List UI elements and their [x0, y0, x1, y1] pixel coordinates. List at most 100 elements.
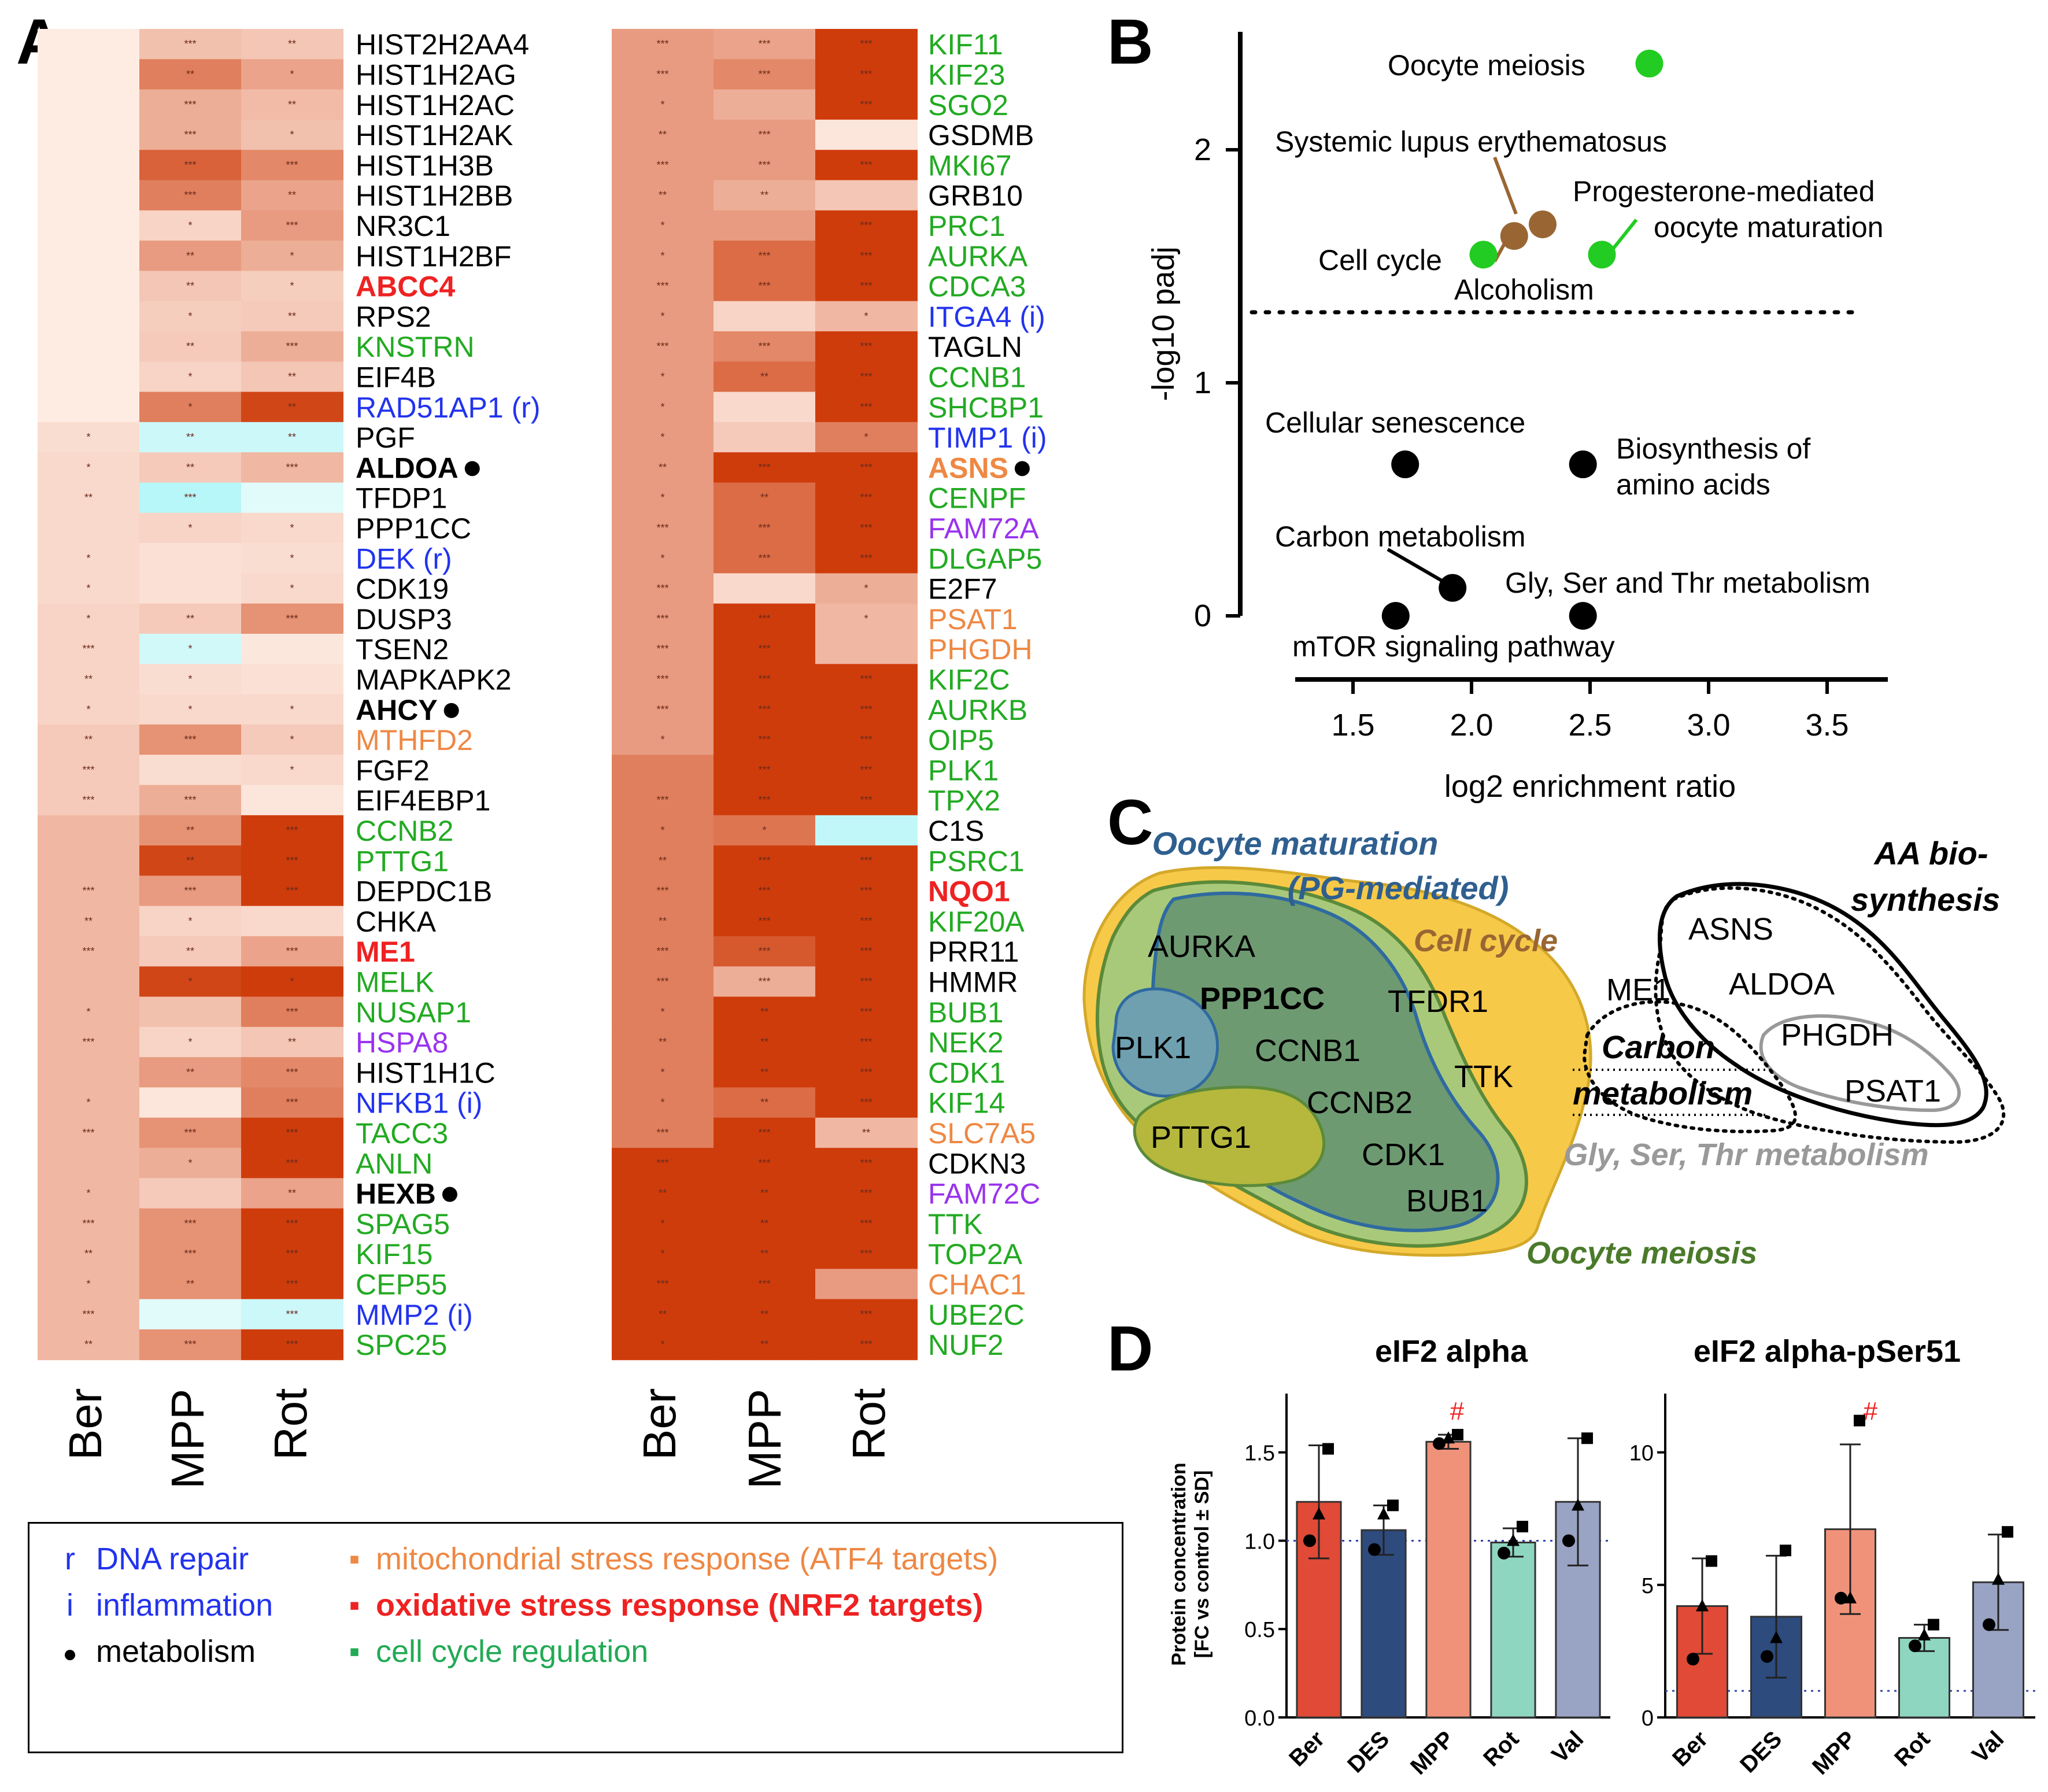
- left-cell: [139, 573, 242, 604]
- left-significance: *: [188, 673, 192, 685]
- d2-x-label: Rot: [1890, 1726, 1935, 1771]
- left-significance: ***: [184, 492, 196, 504]
- carbon-metabolism-outline: [1654, 886, 2006, 1144]
- right-cell: [714, 210, 816, 242]
- d1-data-point: [1377, 1507, 1390, 1520]
- left-cell: [139, 996, 242, 1028]
- right-significance: *: [660, 1066, 664, 1078]
- left-cell: [241, 271, 343, 302]
- d1-data-point: [1507, 1534, 1520, 1546]
- gene-pttg1: PTTG1: [1151, 1120, 1251, 1155]
- left-significance: ***: [184, 1127, 196, 1139]
- d-chart1-title: eIF2 alpha: [1375, 1334, 1528, 1369]
- right-significance: ***: [860, 945, 872, 957]
- left-cell: [38, 755, 140, 786]
- left-significance: ***: [286, 825, 298, 836]
- right-significance: **: [659, 190, 667, 201]
- left-cell: [139, 452, 242, 483]
- d2-data-point: [1983, 1618, 1995, 1631]
- right-gene-label: TOP2A: [928, 1238, 1023, 1270]
- left-cell: [38, 1239, 140, 1270]
- left-cell: [139, 512, 242, 544]
- left-cell: [38, 331, 140, 363]
- metabolism-dot-icon: [1014, 461, 1030, 476]
- right-significance: ***: [860, 461, 872, 473]
- left-significance: ***: [184, 795, 196, 806]
- right-cell: [714, 361, 816, 393]
- right-significance: ***: [656, 1278, 668, 1289]
- right-cell: [815, 180, 918, 211]
- right-gene-label: TPX2: [928, 785, 1000, 817]
- left-cell: [38, 452, 140, 483]
- right-cell: [714, 755, 816, 786]
- left-significance: *: [188, 1157, 192, 1169]
- right-cell: [612, 210, 714, 242]
- left-significance: *: [290, 704, 294, 715]
- right-significance: **: [760, 492, 768, 504]
- right-cell: [714, 906, 816, 937]
- left-cell: [38, 634, 140, 665]
- right-cell: [612, 1269, 714, 1300]
- left-cell: [139, 29, 242, 60]
- left-significance: *: [290, 68, 294, 80]
- right-cell: [815, 664, 918, 695]
- d2-x-label: DES: [1735, 1726, 1787, 1778]
- right-cell: [612, 603, 714, 634]
- left-significance: ***: [184, 159, 196, 171]
- col-label-rot-right: Rot: [843, 1388, 894, 1461]
- left-significance: *: [290, 552, 294, 564]
- plk1-region: [1111, 987, 1219, 1098]
- left-cell: [139, 1269, 242, 1300]
- right-significance: ***: [860, 855, 872, 866]
- right-cell: [815, 845, 918, 877]
- right-gene-label: PHGDH: [928, 633, 1033, 666]
- right-significance: ***: [758, 673, 770, 685]
- d1-data-point: [1303, 1534, 1316, 1547]
- left-cell: [139, 543, 242, 574]
- right-cell: [612, 180, 714, 211]
- right-significance: ***: [860, 1036, 872, 1048]
- left-cell: [241, 1087, 343, 1118]
- left-cell: [241, 694, 343, 725]
- right-significance: ***: [860, 401, 872, 413]
- left-cell: [241, 1299, 343, 1330]
- right-cell: [612, 241, 714, 272]
- left-significance: ***: [286, 855, 298, 866]
- left-cell: [38, 1178, 140, 1209]
- left-significance: **: [288, 38, 296, 50]
- right-cell: [612, 1148, 714, 1179]
- right-cell: [612, 1178, 714, 1209]
- right-cell: [815, 694, 918, 725]
- right-significance: ***: [656, 583, 668, 594]
- d1-x-label: Ber: [1284, 1726, 1329, 1771]
- right-cell: [714, 1269, 816, 1300]
- left-cell: [241, 1239, 343, 1270]
- right-significance: *: [660, 250, 664, 261]
- right-significance: ***: [758, 461, 770, 473]
- left-cell: [38, 1026, 140, 1058]
- right-gene-label: FAM72C: [928, 1178, 1041, 1210]
- d2-data-point: [1854, 1414, 1865, 1427]
- right-significance: **: [659, 1188, 667, 1199]
- legend-cell-cycle-label: cell cycle regulation: [376, 1634, 649, 1669]
- left-cell: [139, 331, 242, 363]
- right-significance: ***: [860, 1248, 872, 1259]
- d2-data-point: [1928, 1619, 1939, 1631]
- right-gene-label: E2F7: [928, 573, 997, 605]
- right-significance: **: [659, 1309, 667, 1320]
- right-significance: *: [660, 1218, 664, 1229]
- panel-label-d: D: [1107, 1313, 1153, 1384]
- right-significance: ***: [860, 1006, 872, 1018]
- label-progesterone-2: oocyte maturation: [1654, 211, 1883, 243]
- right-cell: [612, 452, 714, 483]
- left-cell: [241, 1269, 343, 1300]
- right-significance: **: [760, 1188, 768, 1199]
- right-cell: [714, 634, 816, 665]
- left-significance: **: [186, 68, 194, 80]
- left-cell: [38, 543, 140, 574]
- label-mtor: mTOR signaling pathway: [1292, 630, 1615, 663]
- left-significance: *: [290, 764, 294, 775]
- left-cell: [139, 482, 242, 513]
- right-significance: **: [760, 1218, 768, 1229]
- left-gene-label: MTHFD2: [356, 724, 473, 756]
